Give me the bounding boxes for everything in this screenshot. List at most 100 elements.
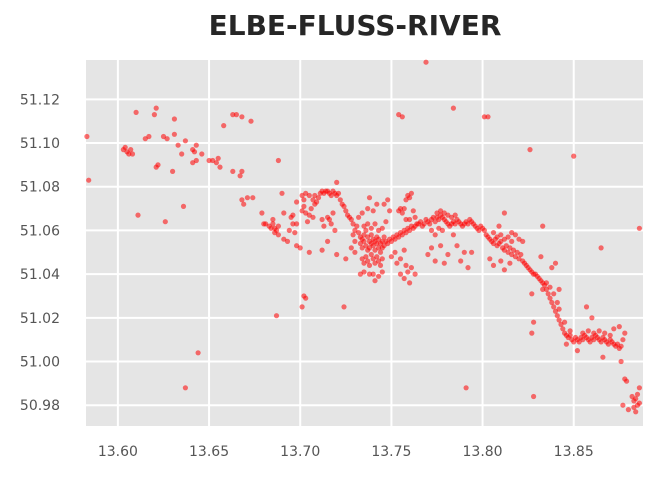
data-point [407,195,413,201]
data-point [303,295,309,301]
data-point [618,358,624,365]
data-point [624,378,630,384]
data-point [294,221,300,227]
data-point [348,216,354,223]
y-tick-label: 51.08 [20,180,60,196]
data-point [341,203,347,209]
x-tick-label: 13.85 [554,444,594,460]
data-point [328,221,334,227]
data-point [438,243,444,249]
data-point [304,219,311,225]
data-point [179,151,185,157]
data-point [334,251,340,258]
data-point [567,328,573,334]
data-point [399,114,405,120]
data-point [217,164,223,170]
data-point [268,225,274,231]
data-point [625,407,632,413]
data-point [297,245,303,251]
data-point [556,286,562,292]
data-point [151,112,157,118]
data-point [430,214,436,220]
data-point [129,151,136,157]
data-point [215,155,221,161]
data-point [128,147,134,153]
data-point [213,160,219,166]
data-point [343,208,349,214]
data-point [618,343,624,349]
data-point [153,105,159,111]
data-point [531,393,537,400]
data-point [432,232,438,238]
data-point [403,216,409,223]
data-point [374,201,380,207]
data-point [408,190,414,196]
data-point [363,227,369,233]
data-point [377,249,384,255]
data-point [554,299,560,306]
data-point [591,330,597,336]
data-point [368,251,374,258]
data-point [206,157,212,164]
data-point [319,216,325,223]
data-point [487,256,493,262]
data-point [230,168,236,174]
data-point [412,271,418,277]
y-tick-label: 51.00 [20,355,60,371]
data-point [469,249,475,255]
data-point [407,280,413,286]
data-point [540,223,546,229]
data-point [636,400,643,406]
data-point [432,258,438,264]
data-point [365,221,371,227]
data-point [441,260,447,266]
data-point [330,210,336,216]
data-point [501,210,507,216]
data-point [445,251,451,258]
data-point [170,168,176,174]
data-point [239,114,245,120]
data-point [498,258,504,264]
data-point [332,227,338,233]
x-tick-label: 13.75 [371,444,411,460]
data-point [563,341,570,347]
data-point [463,385,469,391]
data-point [549,265,555,271]
data-point [310,197,316,203]
data-point [387,208,393,214]
data-point [175,142,181,148]
data-point [585,328,591,334]
data-point [193,157,199,164]
data-point [337,197,343,203]
data-point [306,192,312,199]
data-point [361,238,367,244]
data-point [458,258,464,264]
data-point [562,319,568,325]
data-point [374,240,380,247]
data-point [547,284,553,290]
data-point [363,254,369,260]
data-point [270,216,276,223]
data-point [376,273,382,279]
data-point [598,245,604,251]
data-point [529,291,535,297]
data-point [408,265,414,271]
data-point [379,238,385,244]
data-point [385,197,391,203]
data-point [394,260,400,266]
data-point [531,319,537,325]
data-point [481,114,487,120]
data-point [195,350,201,356]
data-point [301,197,307,203]
data-point [281,210,287,216]
data-point [275,223,281,229]
data-point [366,195,373,201]
data-point [583,304,590,310]
data-point [233,112,239,118]
data-point [427,221,433,227]
y-tick-labels: 50.98 51.00 51.02 51.04 51.06 51.08 51.10 51.12 [20,92,60,414]
data-point [407,216,413,223]
data-point [399,210,405,216]
data-point [397,271,404,277]
data-point [379,225,385,231]
